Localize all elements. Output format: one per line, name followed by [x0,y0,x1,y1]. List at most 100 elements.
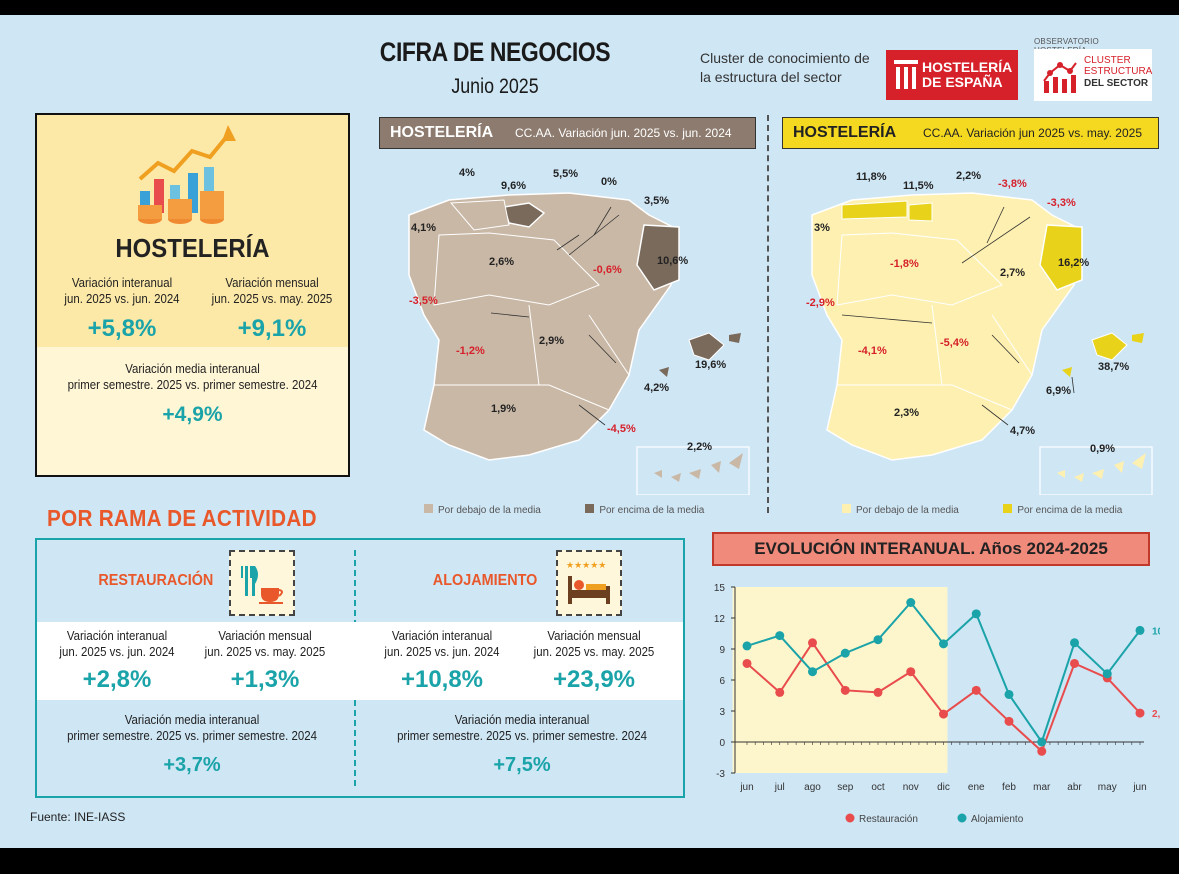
map1-label-10: -1,2% [456,345,485,357]
data-point-restauracion-5 [906,667,916,677]
logo-text-1: HOSTELERÍA [922,59,1013,75]
data-point-alojamiento-5 [906,598,916,607]
map2-label-16: 0,9% [1090,443,1116,455]
page-subtitle: Junio 2025 [451,75,539,98]
aloj-interanual-label-1: Variación interanual [391,628,493,643]
x-tick-label-3: sep [837,782,854,793]
x-tick-label-7: ene [968,782,985,793]
mensual-label-line-1: Variación mensual [225,275,319,290]
map2-label-0: 11,8% [856,171,887,183]
map2-label-13: 6,9% [1046,385,1072,397]
aloj-mensual-label: Variación mensual jun. 2025 vs. may. 202… [521,628,667,660]
data-point-alojamiento-11 [1102,669,1112,679]
data-point-alojamiento-8 [1004,689,1014,699]
chart-title: EVOLUCIÓN INTERANUAL. Años 2024-2025 [712,532,1150,566]
media-value: +4,9% [162,403,223,426]
rest-mensual-label-1: Variación mensual [218,628,312,643]
logo2-line-3: DEL SECTOR [1084,78,1149,89]
y-tick-label-2: 3 [719,707,725,718]
rest-media-label-2: primer semestre. 2025 vs. primer semestr… [67,728,317,743]
map2-label-14: 2,3% [894,407,920,419]
map2-labels: 11,8% 11,5% 2,2% -3,8% -3,3% 3% -1,8% 2,… [782,155,1162,495]
infographic: CIFRA DE NEGOCIOS Junio 2025 Cluster de … [0,15,1179,848]
observatorio-box: CLUSTER ESTRUCTURA DEL SECTOR [1034,49,1152,101]
map2-label-3: -3,8% [998,178,1027,190]
map1-label-15: -4,5% [607,423,636,435]
growth-coins-icon [138,125,236,224]
aloj-interanual-value: +10,8% [400,666,484,693]
map2-label-2: 2,2% [956,170,982,182]
data-point-restauracion-1 [775,687,785,697]
legend-above-swatch [1003,504,1013,514]
rest-mensual-label-2: jun. 2025 vs. may. 2025 [204,644,326,659]
y-tick-label-0: -3 [716,769,725,780]
cluster-line-2: la estructura del sector [700,69,842,85]
map2-label-8: 16,2% [1058,257,1090,269]
map2-spain [811,192,1153,495]
legend-label-alojamiento: Alojamiento [971,814,1024,825]
map1-labels: 4% 9,6% 5,5% 0% 3,5% 4,1% 2,6% -0,6% 10,… [379,155,759,495]
map2-tag: HOSTELERÍA [793,124,897,141]
interanual-label-line-1: Variación interanual [71,275,173,290]
end-label-restauracion: 2,8 [1152,709,1160,720]
data-point-alojamiento-6 [939,639,948,649]
map2-label-7: 2,7% [1000,267,1026,279]
rest-interanual-label: Variación interanual jun. 2025 vs. jun. … [51,628,183,660]
data-point-restauracion-9 [1037,746,1047,756]
x-tick-label-10: abr [1067,782,1082,793]
map1-header: HOSTELERÍA CC.AA. Variación jun. 2025 vs… [379,117,756,149]
cluster-description: Cluster de conocimiento de la estructura… [700,49,880,87]
rest-mensual-label: Variación mensual jun. 2025 vs. may. 202… [195,628,336,660]
mensual-label-line-2: jun. 2025 vs. may. 2025 [211,291,333,306]
y-tick-label-5: 12 [714,614,726,625]
map1-label-5: 4,1% [411,222,437,234]
alojamiento-title: ALOJAMIENTO [432,572,538,589]
data-point-alojamiento-1 [775,631,785,641]
data-point-restauracion-12 [1135,708,1145,718]
logo2-line-1: CLUSTER [1084,55,1131,66]
x-tick-label-2: ago [804,782,821,793]
data-point-alojamiento-2 [808,667,817,677]
y-tick-label-4: 9 [719,645,725,656]
x-tick-label-0: jun [739,782,753,793]
map1-label-13: 4,2% [644,382,670,394]
map1-spain [408,192,750,495]
source-note: Fuente: INE-IASS [30,810,126,824]
map2-legend-below: Por debajo de la media [856,505,959,516]
map2-label-1: 11,5% [903,180,934,192]
map2-label-11: -5,4% [940,337,969,349]
rest-media-label: Variación media interanual primer semest… [56,712,329,744]
data-point-alojamiento-7 [971,609,981,619]
hosteleria-espana-logo: HOSTELERÍA DE ESPAÑA [886,50,1018,100]
rama-section-title: POR RAMA DE ACTIVIDAD [47,505,317,531]
data-point-alojamiento-10 [1070,638,1079,648]
legend-above-swatch [585,504,595,514]
map1-label-9: -3,5% [409,295,438,307]
map1-label-2: 5,5% [553,168,579,180]
legend-marker-restauracion [845,813,855,823]
y-tick-label-1: 0 [719,738,725,749]
observatorio-logo: OBSERVATORIO HOSTELERÍA CLUSTER ESTRUCTU… [1034,37,1154,101]
rama-box: RESTAURACIÓN ALOJAMIENTO ★★★★★ [35,538,685,798]
aloj-interanual-label-2: jun. 2025 vs. jun. 2024 [384,644,500,659]
map2-label-12: 38,7% [1098,361,1130,373]
map1-label-0: 4% [459,167,475,179]
x-tick-label-8: feb [1002,782,1016,793]
aloj-media-label-2: primer semestre. 2025 vs. primer semestr… [397,728,647,743]
map2-legend: Por debajo de la media Por encima de la … [842,500,1122,518]
map1-label-11: 2,9% [539,335,565,347]
evolution-chart: -3 0 3 6 9 12 15 jun jul ago sep oct nov dic ene feb mar… [714,583,1160,825]
rest-interanual-label-2: jun. 2025 vs. jun. 2024 [59,644,175,659]
media-label-line-1: Variación media interanual [125,361,260,376]
aloj-mensual-label-1: Variación mensual [547,628,641,643]
data-point-restauracion-7 [971,685,981,695]
interanual-label: Variación interanual jun. 2025 vs. jun. … [56,275,188,307]
map2-label-10: -4,1% [858,345,887,357]
data-point-alojamiento-4 [873,635,883,645]
svg-text:★★★★★: ★★★★★ [566,561,606,571]
columns-icon [894,60,918,89]
x-tick-label-1: jul [774,782,785,793]
x-tick-label-4: oct [871,782,885,793]
data-point-restauracion-2 [808,638,817,648]
page-title: CIFRA DE NEGOCIOS [379,37,611,67]
